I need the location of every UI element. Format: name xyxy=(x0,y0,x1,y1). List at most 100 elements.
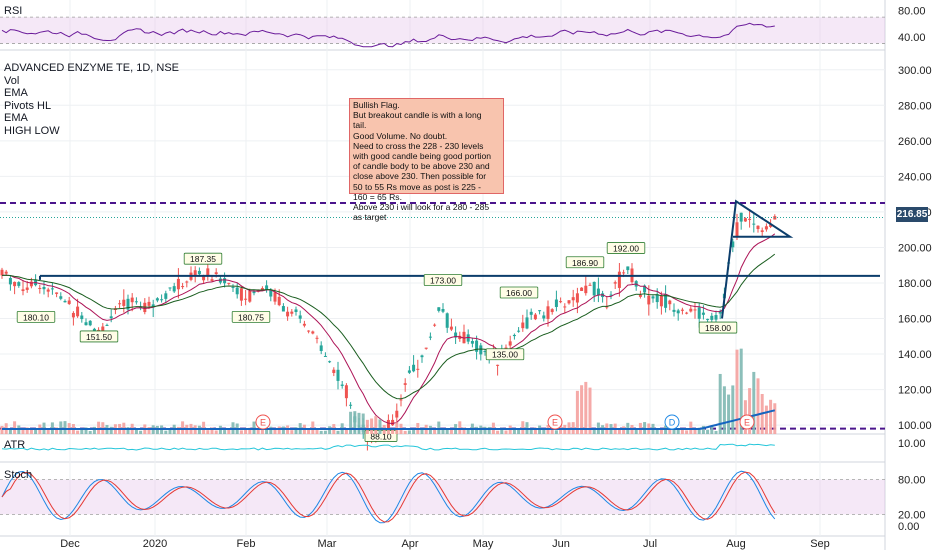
note-line: Need to cross the 228 - 230 levels xyxy=(353,140,484,151)
candle-body xyxy=(596,288,600,296)
candle-body xyxy=(525,317,529,329)
candle-body xyxy=(323,355,327,357)
candle-body xyxy=(164,293,168,299)
volume-bar xyxy=(80,429,84,434)
candle-body xyxy=(752,223,756,225)
candle-body xyxy=(643,285,647,293)
volume-bar xyxy=(357,412,361,434)
volume-bar xyxy=(307,428,311,434)
volume-bar xyxy=(437,421,441,434)
candle-body xyxy=(0,269,4,276)
stoch-title: Stoch xyxy=(4,469,32,481)
symbol-title: ADVANCED ENZYME TE, 1D, NSE xyxy=(4,62,180,74)
volume-bar xyxy=(256,427,260,434)
atr-line xyxy=(1,443,775,451)
annotation-note[interactable]: Bullish Flag. But breakout candle is wit… xyxy=(349,98,504,222)
note-line: Bullish Flag. xyxy=(353,100,400,110)
candle-body xyxy=(697,307,701,319)
candles xyxy=(0,209,777,451)
y-tick-label: 160.00 xyxy=(898,314,932,326)
pivot-label-box xyxy=(16,311,56,323)
candle-body xyxy=(764,226,768,230)
candle-body xyxy=(290,311,294,314)
volume-bar xyxy=(533,427,537,434)
candle-body xyxy=(743,218,747,222)
pivot-label: 151.50 xyxy=(86,332,112,342)
candle-body xyxy=(8,278,12,285)
volume-bar xyxy=(542,429,546,434)
candle-body xyxy=(277,296,281,306)
candle-body xyxy=(172,286,176,292)
volume-bar xyxy=(139,430,143,434)
volume-bar xyxy=(529,428,533,434)
volume-bar xyxy=(269,426,273,434)
volume-bar xyxy=(365,419,369,434)
candle-body xyxy=(412,364,416,372)
candle-body xyxy=(147,301,151,306)
volume-bar xyxy=(655,429,659,434)
candle-body xyxy=(80,315,84,320)
pivot-label: 158.00 xyxy=(705,323,731,333)
note-line: But breakout candle is with a long xyxy=(353,110,482,121)
volume-bar xyxy=(714,430,718,434)
last-price-tag: 216.85 xyxy=(896,207,928,222)
volume-ma-line xyxy=(2,409,776,430)
legend-pivots[interactable]: Pivots HL xyxy=(4,99,52,112)
legend-high-low[interactable]: HIGH LOW xyxy=(4,124,60,137)
candle-body xyxy=(391,419,395,426)
volume-bar xyxy=(59,421,63,434)
candle-body xyxy=(181,286,185,288)
volume-bar xyxy=(311,421,315,434)
candle-body xyxy=(647,295,651,305)
stoch-tick-label: 20.00 xyxy=(898,509,926,521)
volume-bar xyxy=(487,426,491,434)
stoch-tick-label: 0.00 xyxy=(898,521,919,533)
pivot-label-box xyxy=(485,348,525,361)
candle-body xyxy=(273,292,277,302)
candle-body xyxy=(122,299,126,306)
volume-bar xyxy=(659,428,663,434)
pivot-label-box xyxy=(231,311,271,323)
candle-body xyxy=(483,351,487,353)
volume-bar xyxy=(504,430,508,434)
volume-bar xyxy=(689,421,693,434)
candle-body xyxy=(462,331,466,344)
candle-body xyxy=(588,284,592,286)
rsi-tick-label: 40.00 xyxy=(898,32,926,44)
candle-body xyxy=(286,311,290,317)
volume-bar xyxy=(701,425,705,434)
volume-bar xyxy=(147,427,151,434)
pivot-label: 180.75 xyxy=(238,312,264,322)
pivot-label-box xyxy=(79,330,119,343)
volume-bar xyxy=(710,425,714,434)
y-tick-label: 240.00 xyxy=(898,171,932,183)
x-tick-label: Aug xyxy=(726,538,746,550)
candle-body xyxy=(4,271,8,274)
candle-body xyxy=(386,419,390,430)
candle-body xyxy=(580,287,584,291)
legend-ema-2[interactable]: EMA xyxy=(4,112,28,124)
candle-body xyxy=(617,271,621,288)
legend-ema[interactable]: EMA xyxy=(4,87,28,99)
stoch-d-line xyxy=(1,471,776,523)
candle-body xyxy=(46,289,50,292)
volume-bar xyxy=(223,430,227,434)
earnings-marker-label: E xyxy=(260,418,266,428)
volume-bar xyxy=(84,427,88,434)
candle-body xyxy=(76,306,80,317)
rsi-line xyxy=(1,22,775,48)
volume-bar xyxy=(294,427,298,434)
pivot-label: 135.00 xyxy=(492,350,518,360)
y-tick-label: 180.00 xyxy=(898,278,932,290)
volume-bar xyxy=(441,429,445,434)
volume-bar xyxy=(752,371,756,434)
volume-bar xyxy=(361,413,365,434)
candle-body xyxy=(260,288,264,290)
candle-body xyxy=(395,410,399,418)
candle-body xyxy=(223,278,227,284)
legend-vol[interactable]: Vol xyxy=(4,74,20,87)
volume-bar xyxy=(21,428,25,434)
volume-bar xyxy=(407,430,411,434)
volume-bar xyxy=(722,386,726,434)
candle-body xyxy=(235,287,239,295)
